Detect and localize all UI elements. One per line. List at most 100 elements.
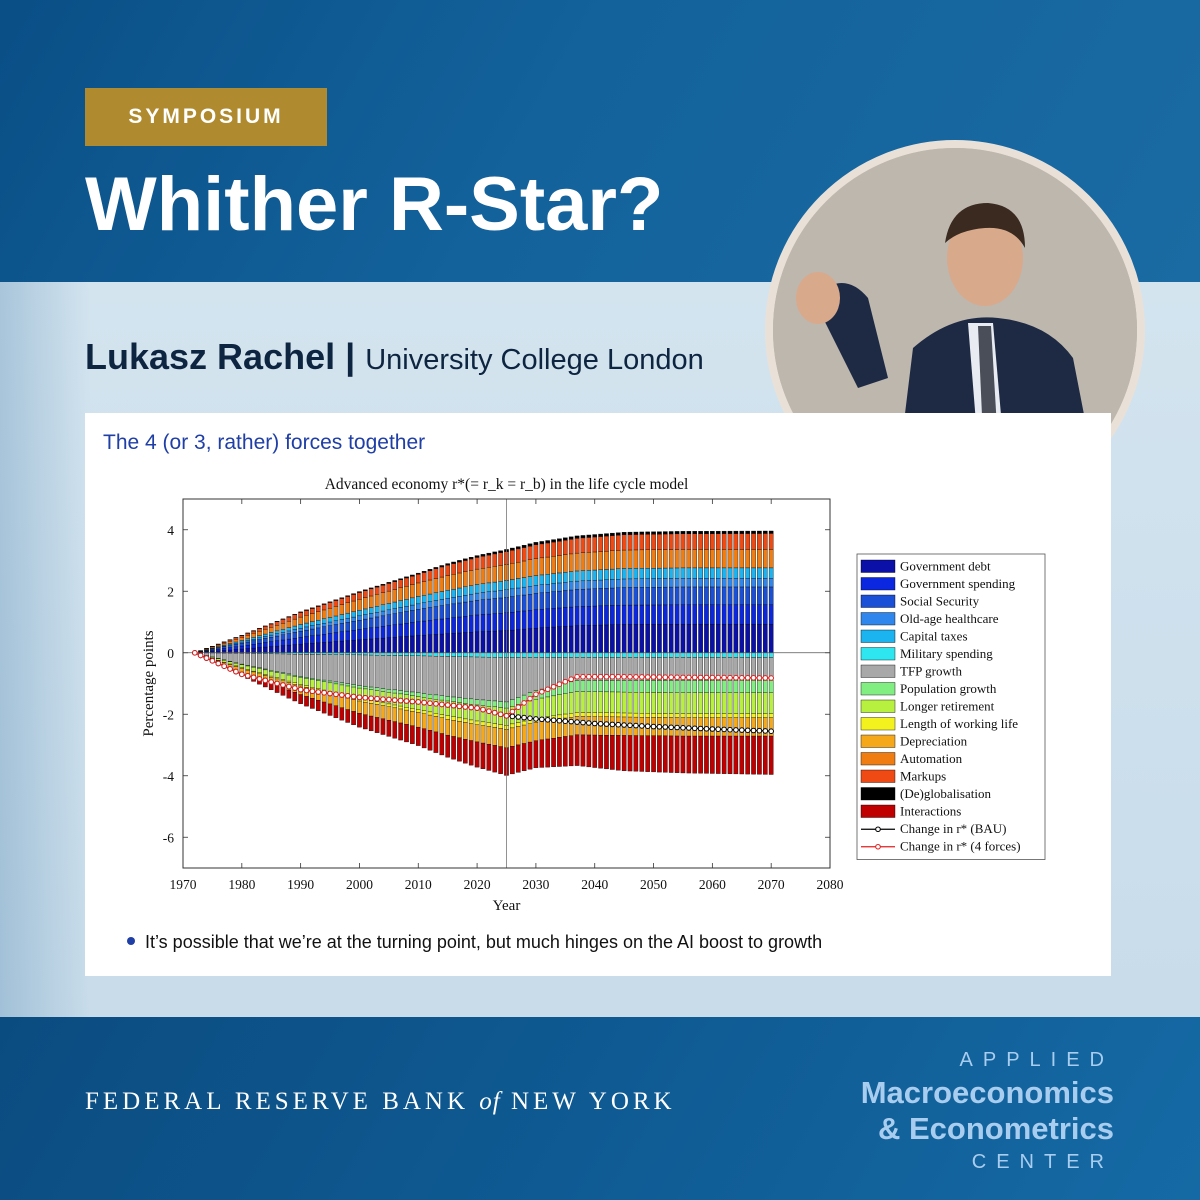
bar-segment — [345, 630, 350, 641]
bar-segment — [598, 536, 603, 552]
bar-segment — [698, 604, 703, 625]
bar-segment — [704, 680, 709, 693]
bar-segment — [698, 578, 703, 588]
bar-segment — [274, 653, 280, 672]
bar-segment — [704, 533, 709, 550]
legend-label: Markups — [900, 769, 946, 784]
series-line-marker — [397, 697, 404, 704]
bar-segment — [368, 654, 374, 688]
bar-segment — [663, 586, 668, 606]
bar-segment — [745, 713, 750, 718]
bar-segment — [686, 604, 692, 625]
bar-segment — [757, 586, 762, 605]
bar-segment — [521, 560, 527, 578]
bar-segment — [574, 680, 580, 692]
bar-segment — [374, 585, 380, 588]
bar-segment — [510, 746, 515, 775]
bar-segment — [627, 712, 633, 718]
bar-segment — [404, 655, 409, 692]
bar-segment — [315, 624, 321, 629]
legend-label: Depreciation — [900, 734, 968, 749]
bar-segment — [621, 604, 627, 625]
bar-segment — [439, 717, 445, 734]
bar-segment — [751, 717, 756, 737]
bar-segment — [615, 680, 621, 693]
bar-segment — [527, 657, 533, 694]
bar-segment — [415, 609, 421, 622]
legend-swatch — [860, 577, 896, 591]
bar-segment — [551, 541, 556, 557]
bar-segment — [574, 589, 580, 607]
bar-segment — [557, 540, 562, 556]
bar-segment — [745, 623, 750, 653]
bar-segment — [598, 579, 603, 589]
frbny-wordmark: FEDERAL RESERVE BANK of NEW YORK — [85, 1088, 676, 1116]
bar-segment — [274, 640, 280, 647]
bar-segment — [463, 722, 468, 740]
bar-segment — [310, 635, 315, 644]
bar-segment — [298, 612, 303, 618]
bar-segment — [451, 603, 456, 618]
bar-segment — [227, 641, 233, 644]
series-line-marker — [662, 674, 669, 681]
series-line-marker — [356, 694, 363, 701]
bar-segment — [521, 743, 527, 772]
bar-segment — [321, 603, 327, 605]
bar-segment — [315, 700, 321, 711]
bar-segment — [568, 625, 574, 653]
bar-segment — [715, 533, 721, 550]
bar-segment — [557, 657, 562, 685]
bar-segment — [404, 586, 409, 600]
bar-segment — [580, 537, 586, 553]
bar-segment — [633, 578, 639, 588]
bar-segment — [392, 721, 398, 739]
bar-segment — [692, 652, 698, 658]
bar-segment — [421, 608, 427, 622]
bar-segment — [563, 590, 568, 608]
bar-segment — [498, 590, 503, 599]
bar-segment — [615, 605, 621, 625]
speaker-separator: | — [345, 336, 356, 377]
bar-segment — [563, 582, 568, 591]
bar-segment — [457, 572, 462, 589]
bar-segment — [715, 530, 721, 534]
bar-segment — [768, 652, 774, 658]
bar-segment — [480, 556, 486, 569]
bar-segment — [198, 650, 203, 652]
bar-segment — [333, 654, 339, 683]
bar-segment — [615, 534, 621, 551]
bar-segment — [268, 627, 274, 633]
bar-segment — [304, 685, 309, 688]
bar-segment — [704, 713, 709, 718]
bar-segment — [645, 713, 650, 718]
series-line-marker — [539, 716, 545, 723]
bar-segment — [757, 533, 762, 550]
series-line-marker — [450, 702, 457, 709]
bar-segment — [374, 612, 380, 618]
series-line-marker — [280, 682, 286, 688]
bar-segment — [645, 587, 650, 606]
bar-segment — [445, 604, 450, 619]
bar-segment — [439, 652, 445, 657]
bar-segment — [545, 738, 550, 768]
bar-segment — [321, 681, 327, 691]
series-line-marker — [227, 666, 233, 672]
series-line-marker — [303, 687, 310, 694]
bar-segment — [557, 572, 562, 584]
bar-segment — [657, 680, 662, 693]
bar-segment — [663, 604, 668, 625]
bar-segment — [539, 592, 545, 610]
bar-segment — [763, 567, 768, 579]
series-line-marker — [691, 674, 698, 681]
bar-segment — [433, 567, 439, 569]
bar-segment — [739, 549, 745, 569]
bar-segment — [339, 604, 345, 615]
bar-segment — [263, 646, 268, 653]
bar-segment — [604, 624, 609, 653]
bar-segment — [651, 587, 656, 606]
frbny-wordmark-of: of — [479, 1088, 501, 1115]
bar-segment — [363, 597, 368, 610]
series-line-marker — [686, 725, 692, 731]
bar-segment — [645, 680, 650, 693]
bar-segment — [633, 604, 639, 625]
